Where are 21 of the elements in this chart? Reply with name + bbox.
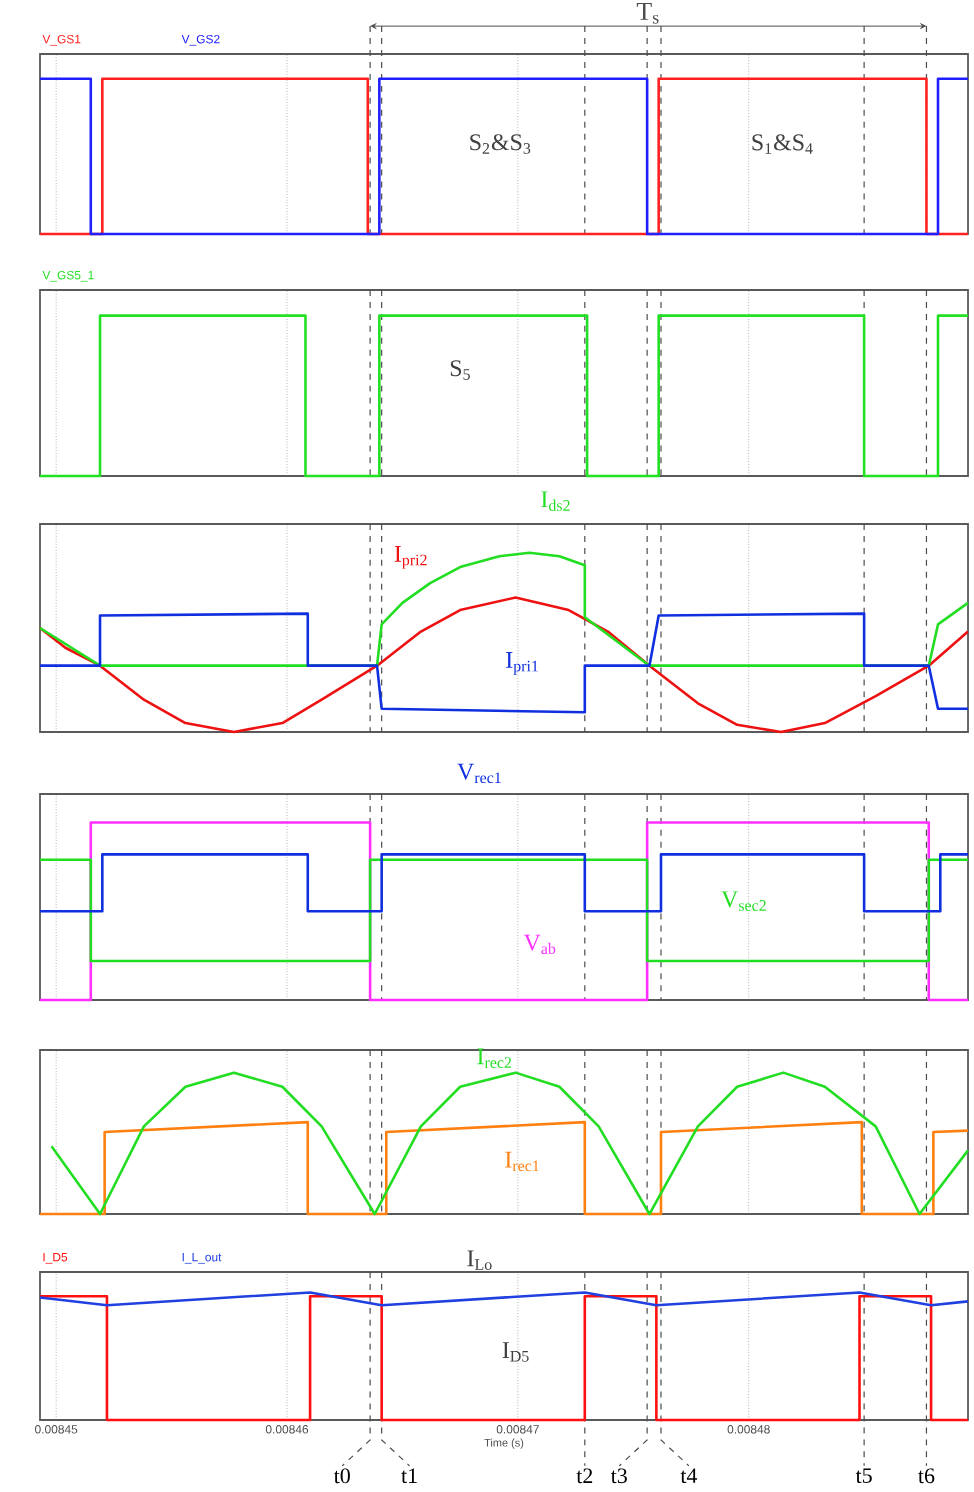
text: I$_{Lo}$	[467, 1250, 492, 1270]
ref-line-label: t4	[680, 1468, 698, 1484]
series-label: I$_{rec1}$	[505, 1151, 539, 1172]
annotation: S$_{2}$&S$_{3}$	[470, 134, 531, 154]
series-label: V$_{ab}$	[523, 934, 556, 955]
annotation: I$_{D5}$	[502, 1342, 529, 1362]
series-label: I$_{ds2}$	[541, 491, 570, 511]
text: V$_{sec2}$	[721, 891, 766, 911]
annotation: S$_{5}$	[450, 360, 470, 380]
ref-line-label: t6	[918, 1468, 935, 1484]
ref-line-label: t2	[576, 1468, 593, 1484]
series-label: I$_{pri1}$	[506, 652, 538, 675]
ref-line-label: t0	[333, 1468, 350, 1484]
text: T$_{s}$	[636, 2, 659, 24]
ref-line-label: t5	[855, 1468, 872, 1484]
series-label: I$_{rec2}$	[477, 1048, 512, 1068]
text: I$_{pri2}$	[394, 545, 427, 569]
annotation: S$_{1}$&S$_{4}$	[752, 134, 813, 154]
ref-line-label: t3	[610, 1468, 627, 1484]
text: V$_{rec1}$	[457, 763, 501, 784]
ref-line-label: t1	[401, 1468, 417, 1484]
